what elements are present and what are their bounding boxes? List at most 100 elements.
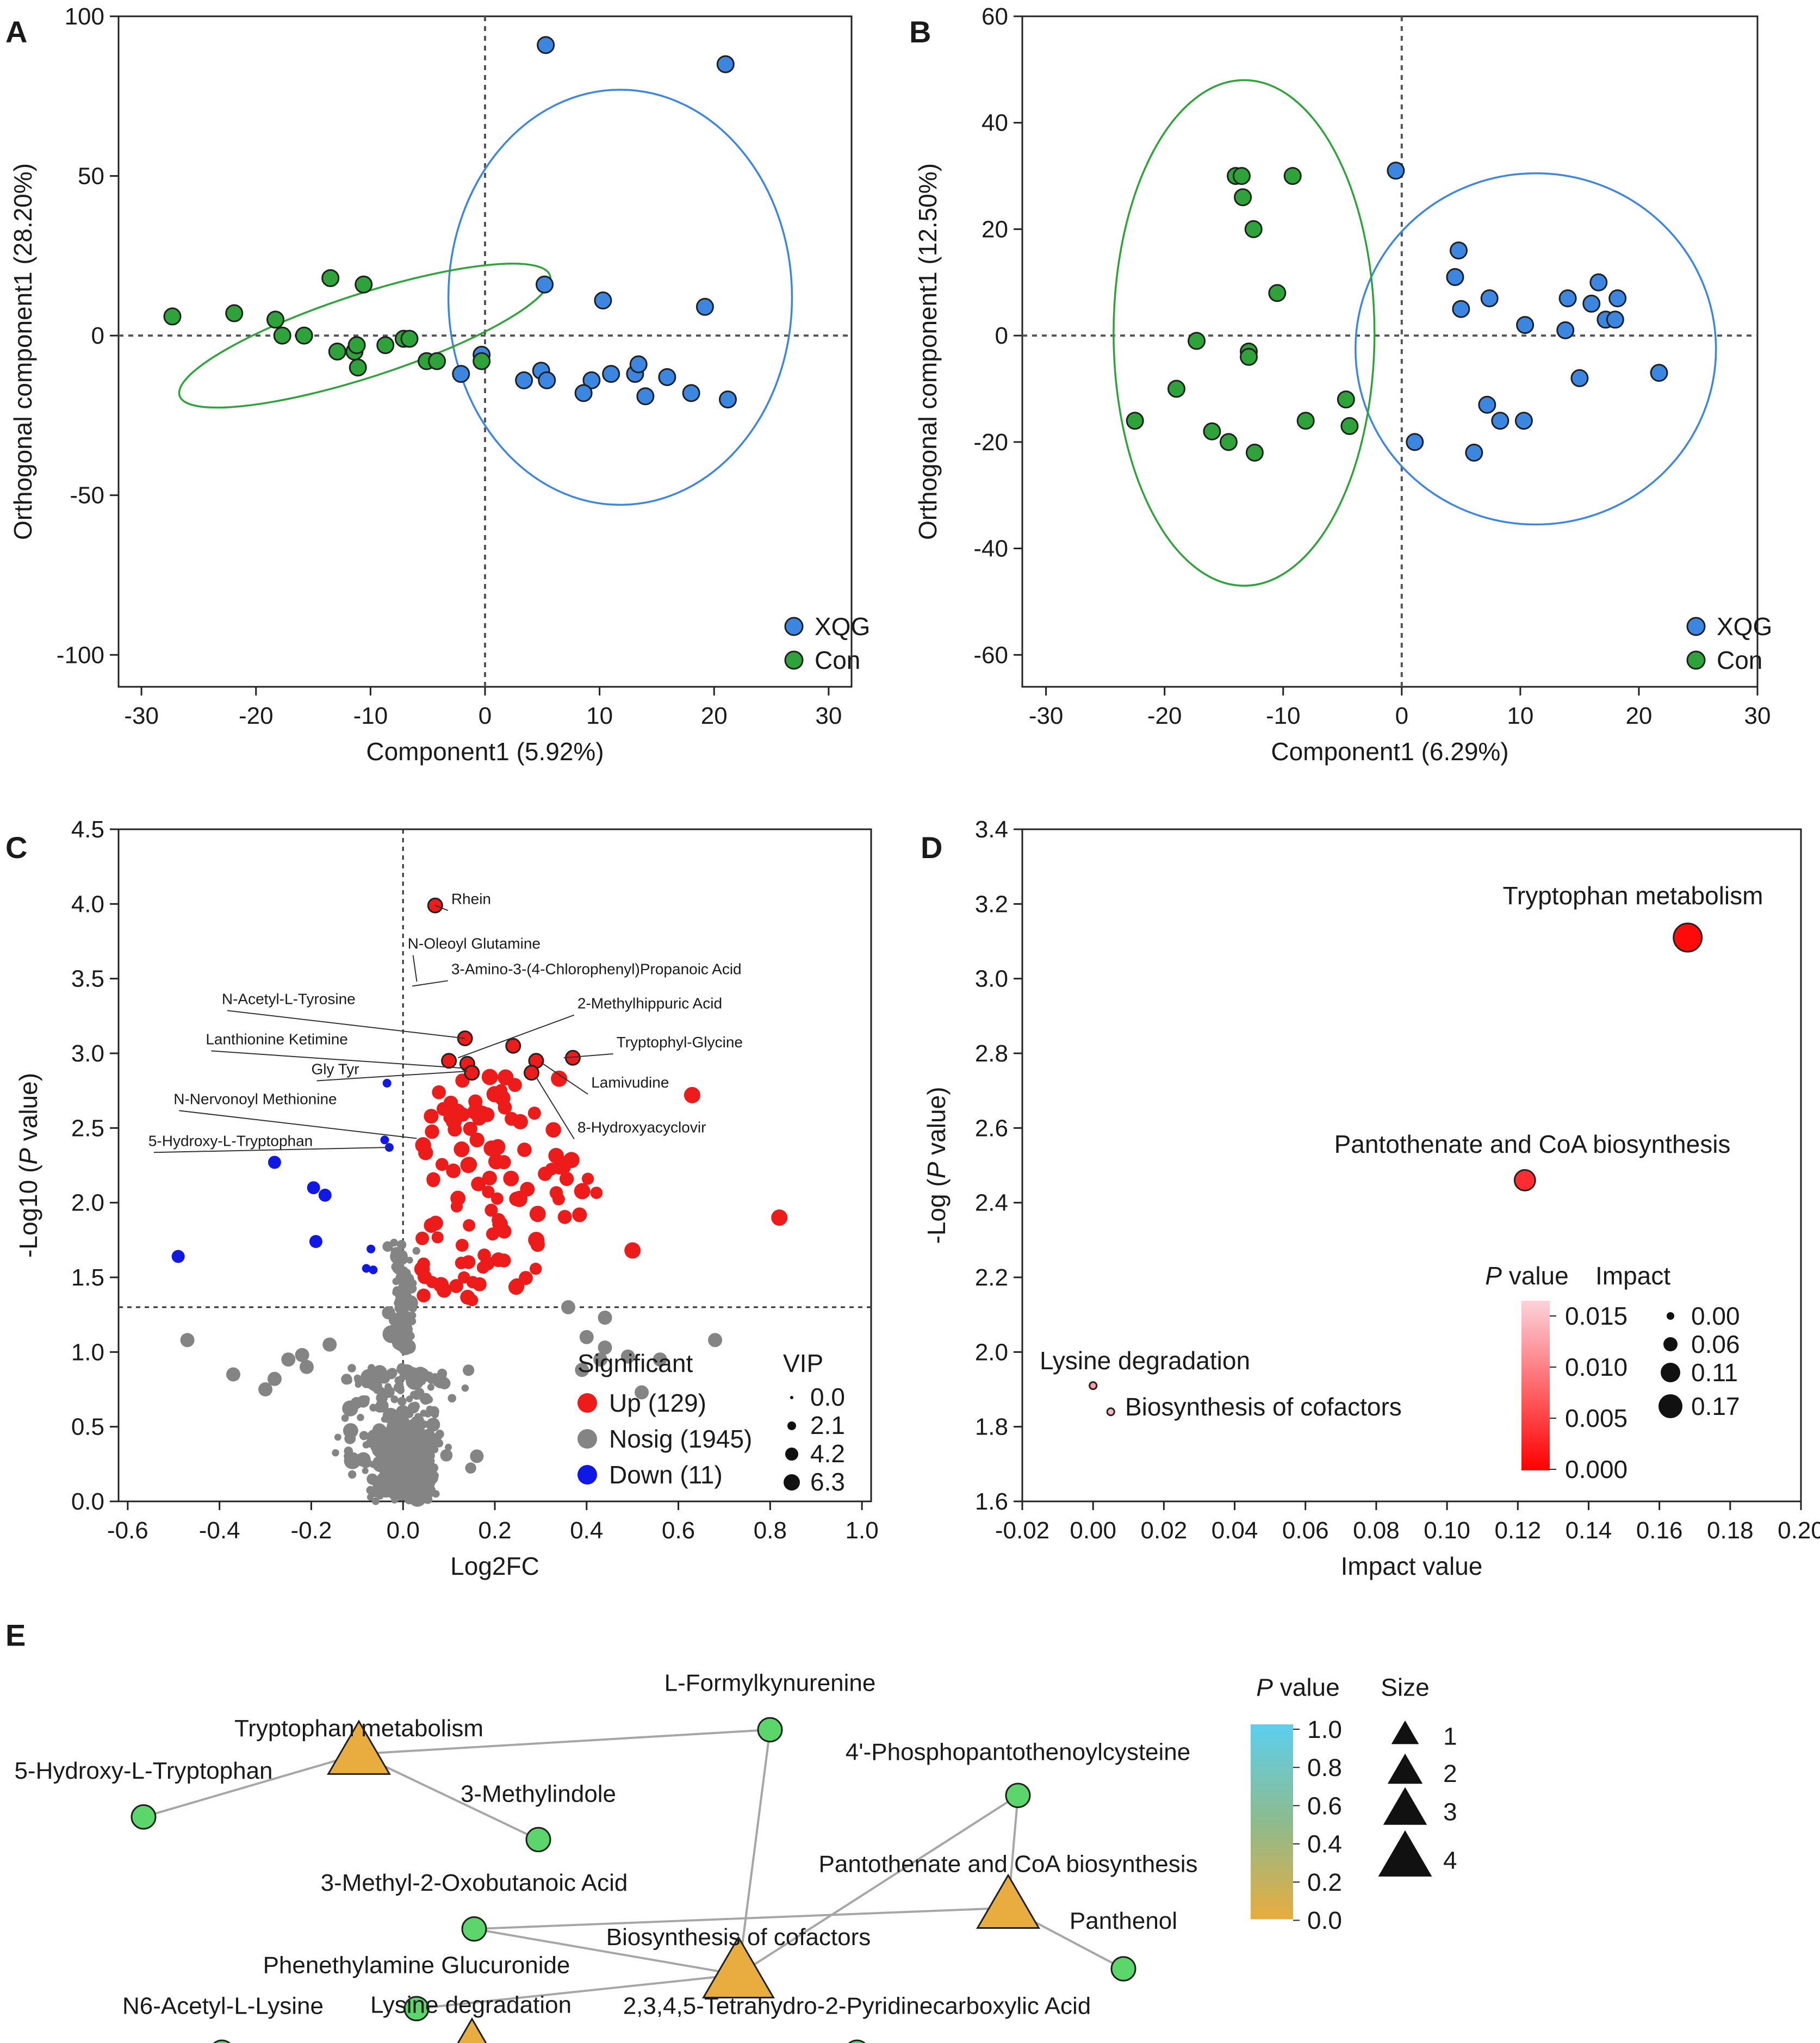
impact-size-label: 0.00 [1691, 1302, 1740, 1330]
data-point-con [1244, 220, 1263, 238]
size-legend-marker [1387, 1753, 1423, 1784]
nosig-point [416, 1429, 431, 1444]
data-point-xqg [716, 55, 735, 73]
y-tick-label: 3.5 [71, 966, 104, 992]
nosig-point [281, 1352, 296, 1367]
network-edges [143, 1728, 1124, 2010]
data-point-con [376, 336, 395, 355]
nosig-point [397, 1475, 408, 1485]
confidence-ellipse-xqg [447, 89, 793, 506]
x-tick-label: 0.20 [1778, 1517, 1820, 1544]
up-point [488, 1153, 505, 1170]
pathway-label: Lysine degradation [370, 1992, 572, 2019]
nosig-point [396, 1448, 404, 1456]
x-tick-label: 1.0 [846, 1517, 879, 1544]
colorbar [1521, 1301, 1550, 1470]
vip-size-marker [790, 1396, 793, 1399]
data-point-con [163, 307, 182, 326]
nosig-point [389, 1327, 399, 1338]
colorbar-tick-label: 0.4 [1307, 1830, 1342, 1858]
data-point-xqg [536, 275, 554, 294]
y-tick-label: 3.0 [975, 966, 1008, 992]
data-point-xqg [1558, 289, 1577, 308]
size-legend-label: 3 [1443, 1798, 1457, 1825]
data-point-xqg [602, 365, 620, 383]
data-point-xqg [1556, 321, 1575, 339]
nosig-point [344, 1446, 353, 1456]
up-point [417, 1288, 431, 1303]
nosig-point [434, 1431, 443, 1440]
legend-marker-up [577, 1393, 597, 1413]
up-point [431, 1231, 444, 1244]
panel-letter: B [909, 15, 931, 49]
up-point [415, 1137, 431, 1153]
data-point-xqg [1480, 289, 1499, 308]
nosig-point [332, 1449, 339, 1457]
legend-marker [1686, 650, 1706, 670]
compound-node [757, 1717, 783, 1743]
nosig-point [362, 1467, 369, 1474]
data-point-xqg [1449, 241, 1468, 260]
colorbar-tick-label: 0.000 [1565, 1455, 1628, 1483]
data-point-xqg [1491, 412, 1510, 430]
colorbar-tick-label: 0.6 [1307, 1792, 1342, 1820]
network-edge [358, 1753, 539, 1841]
nosig-point [226, 1367, 240, 1382]
up-point [530, 1263, 542, 1275]
x-tick-label: 20 [701, 703, 728, 729]
colorbar-tick-label: 1.0 [1307, 1716, 1342, 1743]
nosig-point [412, 1481, 422, 1491]
annotation-leader [434, 905, 449, 911]
up-point [469, 1132, 484, 1148]
nosig-point [406, 1257, 413, 1264]
pathway-label: Biosynthesis of cofactors [606, 1924, 871, 1951]
data-point-xqg [538, 371, 556, 389]
nosig-point [394, 1266, 402, 1275]
data-point-xqg [1514, 412, 1533, 430]
data-point-xqg [582, 371, 601, 389]
vip-legend-title: VIP [783, 1349, 823, 1377]
compound-node [1110, 1956, 1136, 1982]
data-point-con [400, 330, 419, 348]
panel-d: D -0.02 0.00 0.02 0.04 0.06 0.08 0.10 0.12 0.14 0.… [921, 816, 1820, 1580]
x-tick-label: 0.0 [387, 1517, 420, 1544]
size-legend-label: 4 [1443, 1847, 1457, 1874]
nosig-point [598, 1311, 612, 1325]
annotations: Rhein N-Oleoyl Glutamine 3-Amino-3-(4-Chlo… [148, 890, 743, 1153]
nosig-point [431, 1411, 439, 1419]
x-tick-label: -0.4 [199, 1517, 240, 1544]
plot-frame [1021, 15, 1759, 688]
annotation-label: Gly Tyr [311, 1060, 359, 1077]
up-point [545, 1122, 561, 1138]
data-point-xqg [719, 390, 737, 409]
network-edge [737, 1729, 771, 1975]
nosig-point [180, 1333, 195, 1347]
up-point [448, 1122, 462, 1137]
nosig-point [429, 1463, 439, 1473]
nosig-point [393, 1382, 404, 1393]
legend-marker [784, 617, 804, 636]
nosig-point [408, 1317, 417, 1325]
nosig-point [372, 1384, 383, 1394]
annotation-label: 2-Methylhippuric Acid [577, 995, 722, 1012]
up-point [548, 1147, 564, 1164]
nosig-point [420, 1393, 432, 1405]
nosig-point [382, 1464, 398, 1481]
x-axis-label: Component1 (5.92%) [366, 737, 604, 766]
up-point [524, 1065, 540, 1081]
nosig-point [345, 1376, 352, 1384]
data-point-con [1283, 167, 1302, 185]
y-tick-label: 40 [982, 110, 1008, 136]
impact-size-marker [1661, 1363, 1680, 1382]
nosig-point [378, 1372, 390, 1384]
nosig-point [461, 1384, 469, 1392]
confidence-ellipse-xqg [1355, 172, 1717, 526]
nosig-point [384, 1383, 392, 1390]
nosig-point [396, 1464, 407, 1475]
vip-size-marker [787, 1421, 796, 1430]
up-point [450, 1200, 463, 1213]
nosig-point [579, 1330, 594, 1344]
up-point [528, 1232, 545, 1249]
y-tick-label: 2.5 [71, 1115, 104, 1141]
